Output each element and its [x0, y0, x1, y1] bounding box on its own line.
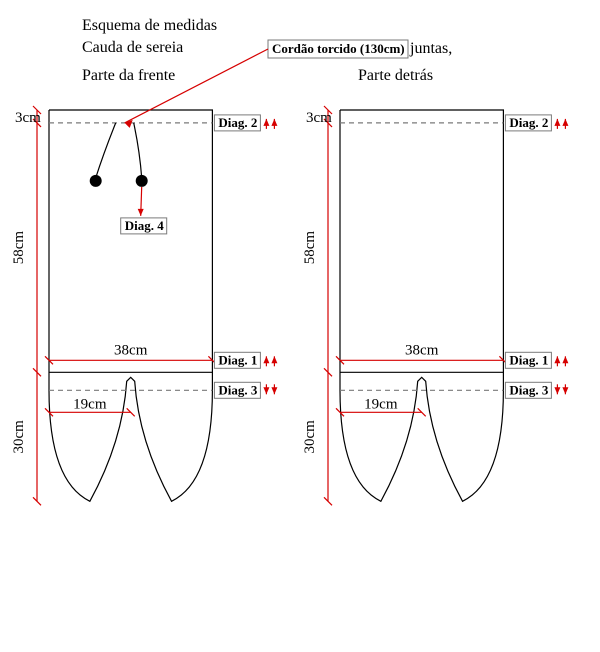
panel-outline [340, 110, 503, 501]
dim-58: 58cm [302, 231, 318, 265]
title-left: Parte da frente [82, 67, 175, 84]
juntas: juntas, [409, 40, 452, 57]
bead [90, 175, 102, 187]
diag-label: Diag. 1 [509, 352, 548, 367]
diag-label: Diag. 1 [218, 352, 257, 367]
diag4-label: Diag. 4 [125, 218, 165, 233]
dim-3: 3cm [306, 110, 332, 126]
cord-callout: Cordão torcido (130cm) [272, 41, 405, 56]
dim-30: 30cm [302, 420, 318, 454]
dim-38: 38cm [114, 342, 148, 358]
diag-label: Diag. 3 [218, 382, 258, 397]
dim-19: 19cm [73, 396, 107, 412]
dim-38: 38cm [405, 342, 439, 358]
title-2: Cauda de sereia [82, 39, 183, 56]
cord-arrow [125, 49, 268, 123]
dim-19: 19cm [364, 396, 398, 412]
title-right: Parte detrás [358, 67, 433, 84]
cord-right [134, 123, 142, 178]
diag-label: Diag. 3 [509, 382, 549, 397]
dim-3: 3cm [15, 110, 41, 126]
diag-label: Diag. 2 [218, 115, 257, 130]
panel-outline [49, 110, 212, 501]
diag-label: Diag. 2 [509, 115, 548, 130]
cord-left [96, 123, 116, 178]
bead [136, 175, 148, 187]
dim-58: 58cm [11, 231, 27, 265]
title-1: Esquema de medidas [82, 17, 217, 34]
dim-30: 30cm [11, 420, 27, 454]
